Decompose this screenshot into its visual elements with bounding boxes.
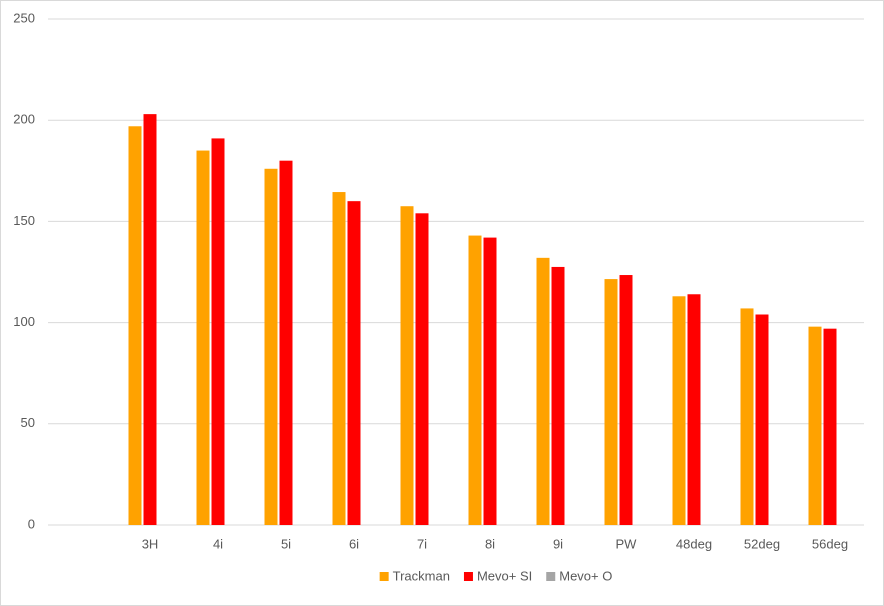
bar: [211, 138, 225, 525]
bar: [808, 326, 822, 525]
bar: [536, 257, 550, 525]
bar: [264, 168, 278, 525]
x-tick-label: 8i: [485, 536, 495, 551]
x-tick-label: 4i: [213, 536, 223, 551]
x-tick-label: PW: [616, 536, 638, 551]
bar: [604, 279, 618, 525]
y-tick-label: 0: [28, 516, 35, 531]
legend-label: Mevo+ SI: [477, 568, 532, 583]
legend-swatch: [379, 572, 389, 581]
bar: [196, 150, 210, 525]
bar: [400, 206, 414, 525]
bar: [551, 266, 565, 525]
x-tick-label: 7i: [417, 536, 427, 551]
bar: [672, 296, 686, 525]
bar: [468, 235, 482, 525]
bar: [823, 328, 837, 525]
legend-swatch: [546, 572, 556, 581]
bar: [483, 237, 497, 526]
bar: [347, 201, 361, 525]
bar: [740, 308, 754, 525]
y-tick-label: 250: [13, 10, 35, 25]
legend-swatch: [463, 572, 473, 581]
x-tick-label: 48deg: [676, 536, 712, 551]
bar: [143, 114, 157, 526]
x-tick-label: 56deg: [812, 536, 848, 551]
x-tick-label: 3H: [142, 536, 159, 551]
y-tick-label: 50: [21, 415, 35, 430]
x-tick-label: 9i: [553, 536, 563, 551]
y-tick-label: 200: [13, 112, 35, 127]
bar: [128, 126, 142, 525]
bar: [415, 213, 429, 525]
bar: [279, 160, 293, 525]
bar: [619, 275, 633, 525]
x-tick-label: 5i: [281, 536, 291, 551]
y-tick-label: 150: [13, 213, 35, 228]
bar: [755, 314, 769, 525]
y-tick-label: 100: [13, 314, 35, 329]
bar: [332, 192, 346, 525]
x-tick-label: 6i: [349, 536, 359, 551]
x-tick-label: 52deg: [744, 536, 780, 551]
legend-label: Mevo+ O: [559, 568, 612, 583]
bar: [687, 294, 701, 525]
legend-label: Trackman: [393, 568, 450, 583]
